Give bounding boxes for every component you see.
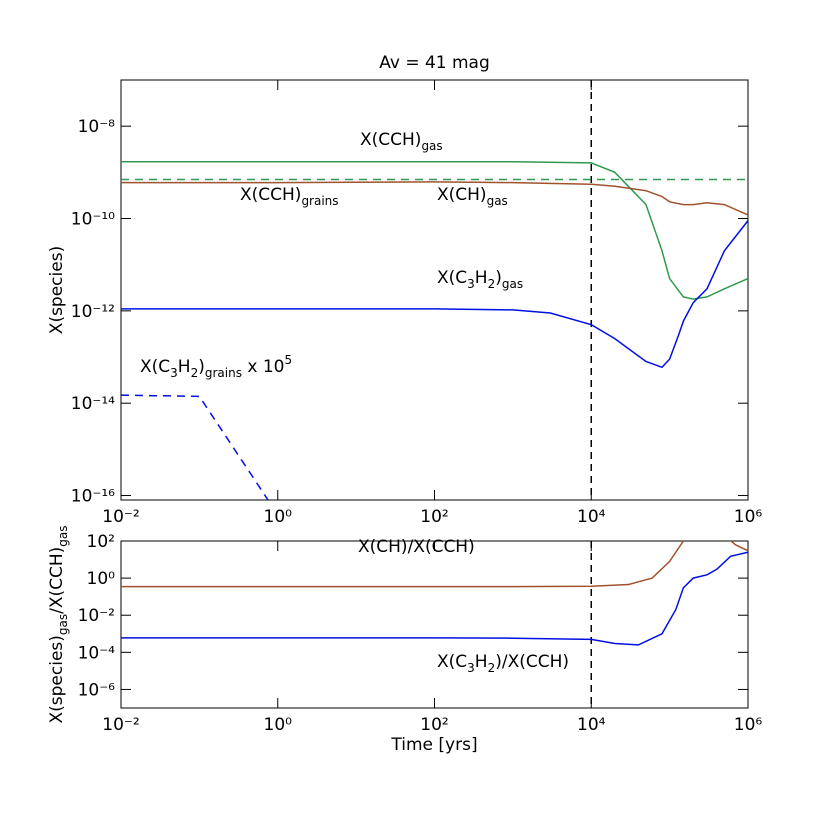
label-part: H <box>475 268 488 288</box>
x-tick-label: 10⁻² <box>102 715 139 735</box>
subscript: gas <box>502 277 523 291</box>
y-tick-label: 10⁻⁶ <box>78 680 116 700</box>
x-tick-label: 10² <box>420 507 448 527</box>
label-part: H <box>475 652 488 672</box>
y-tick-label: 10⁻¹⁶ <box>71 487 115 507</box>
rich-label: X(C3H2)grains x 105 <box>140 353 292 380</box>
subscript: gas <box>487 194 508 208</box>
label-part: X(CCH) <box>240 185 301 205</box>
rich-label: X(species)gas/X(CCH)gas <box>47 525 70 723</box>
series-line <box>121 394 269 500</box>
label-part: /X(CCH) <box>47 547 67 614</box>
subscript: 2 <box>191 366 199 380</box>
y-tick-label: 10⁻⁸ <box>78 117 116 137</box>
y-tick-label: 10² <box>87 532 115 552</box>
subscript: 2 <box>488 661 496 675</box>
label-part: H <box>178 357 191 377</box>
subscript: 3 <box>467 277 475 291</box>
x-tick-label: 10⁰ <box>264 715 293 735</box>
x-axis-label: Time [yrs] <box>390 735 477 755</box>
plot-area <box>121 160 748 500</box>
label-part: X(CH)/X(CCH) <box>358 537 475 557</box>
rich-label: X(CH)/X(CCH) <box>358 537 475 557</box>
rich-label: X(C3H2)gas <box>437 268 523 291</box>
subscript: 2 <box>488 277 496 291</box>
subscript: gas <box>56 525 70 546</box>
x-tick-label: 10⁰ <box>264 507 293 527</box>
x-tick-label: 10⁻² <box>102 507 139 527</box>
chart-title: Av = 41 mag <box>379 53 490 73</box>
label-part: ) <box>198 357 205 377</box>
subscript: 3 <box>170 366 178 380</box>
subscript: gas <box>56 614 70 635</box>
rich-label: X(CH)gas <box>437 185 508 208</box>
subscript: gas <box>421 139 442 153</box>
label-part: X(species) <box>47 635 67 723</box>
series-line <box>121 220 748 369</box>
rich-label: X(C3H2)/X(CCH) <box>437 652 569 675</box>
subscript: grains <box>301 194 338 208</box>
supscript: 5 <box>284 353 292 367</box>
x-tick-label: 10² <box>420 715 448 735</box>
label-part: X(CH) <box>437 185 487 205</box>
y-axis-label: X(species) <box>47 246 67 334</box>
y-tick-label: 10⁰ <box>87 569 116 589</box>
y-tick-label: 10⁻¹⁴ <box>71 394 115 414</box>
label-part: X(C <box>437 652 467 672</box>
series-line <box>121 551 748 646</box>
label-part: x 10 <box>242 357 285 377</box>
x-tick-label: 10⁴ <box>577 507 606 527</box>
subscript: grains <box>205 366 242 380</box>
label-part: )/X(CCH) <box>495 652 569 672</box>
subscript: 3 <box>467 661 475 675</box>
series-line <box>121 181 748 216</box>
label-part: X(CCH) <box>360 130 421 150</box>
x-tick-label: 10⁴ <box>577 715 606 735</box>
x-tick-label: 10⁶ <box>734 507 763 527</box>
series-line <box>121 160 748 300</box>
y-tick-label: 10⁻⁴ <box>78 643 116 663</box>
rich-label: X(CCH)gas <box>360 130 443 153</box>
y-tick-label: 10⁻² <box>78 606 115 626</box>
label-part: ) <box>495 268 502 288</box>
label-part: X(C <box>140 357 170 377</box>
series-line <box>121 541 748 588</box>
x-tick-label: 10⁶ <box>734 715 763 735</box>
plot-area <box>121 541 748 646</box>
rich-label: X(CCH)grains <box>240 185 339 208</box>
y-tick-label: 10⁻¹² <box>71 302 115 322</box>
label-part: X(C <box>437 268 467 288</box>
y-tick-label: 10⁻¹⁰ <box>71 210 115 230</box>
